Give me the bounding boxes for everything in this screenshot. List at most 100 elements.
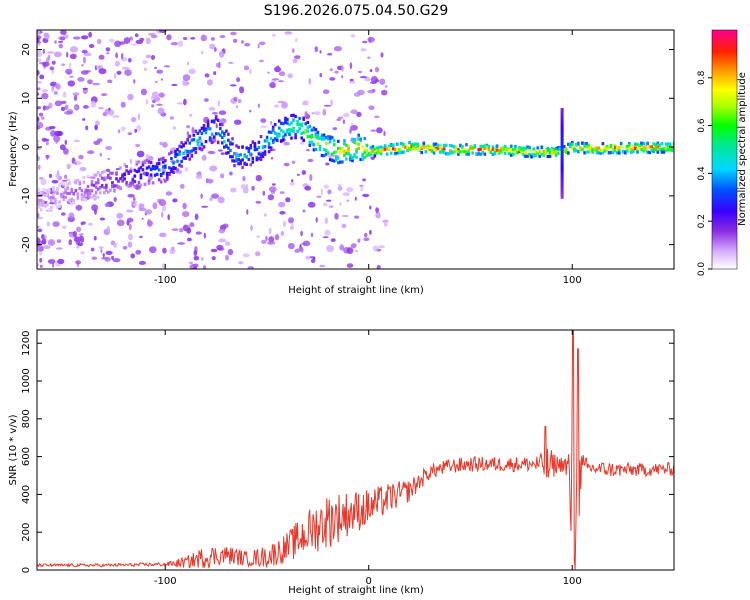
spectrogram-noise-blob — [148, 32, 156, 36]
spectrogram-ridge-cell — [70, 187, 73, 192]
spectrogram-ridge-cell — [357, 137, 360, 141]
spectrogram-noise-blob — [68, 239, 73, 246]
spectrogram-ridge-cell — [105, 183, 108, 187]
spectrogram-noise-blob — [255, 200, 262, 204]
spectrogram-noise-blob — [88, 31, 92, 38]
spectrogram-ridge-cell — [656, 150, 660, 154]
spectrogram-noise-blob — [229, 84, 237, 87]
spectrogram-noise-blob — [227, 248, 234, 256]
spectrogram-ridge-cell — [127, 184, 130, 188]
spectrogram-ridge-cell — [542, 149, 546, 154]
spectrogram-noise-blob — [242, 253, 250, 258]
spectrogram-ridge-cell — [591, 150, 594, 154]
spectrogram-ridge-cell — [194, 129, 198, 133]
spectrogram-ridge-cell — [98, 191, 102, 195]
spectrogram-noise-blob — [189, 261, 193, 264]
spectrogram-noise-blob — [380, 52, 384, 58]
spectrogram-ridge-cell — [664, 146, 668, 150]
spectrogram-ridge-cell — [347, 152, 350, 156]
spectrogram-ridge-cell — [257, 145, 261, 150]
spectrogram-ridge-cell — [153, 165, 157, 169]
spectrogram-ridge-cell — [355, 141, 358, 145]
spectrogram-ridge-cell — [510, 147, 513, 151]
spectrogram-ridge-cell — [595, 151, 599, 155]
spectrogram-ridge-cell — [168, 152, 171, 156]
spectrogram-ridge-cell — [369, 146, 373, 150]
spectrogram-ridge-cell — [282, 138, 285, 142]
spectrogram-noise-blob — [37, 30, 41, 36]
spectrogram-noise-blob — [364, 232, 368, 238]
spectrogram-noise-blob — [204, 73, 210, 78]
spectrogram-ridge-cell — [153, 167, 157, 171]
spectrogram-ridge-cell — [424, 145, 428, 149]
spectrogram-ridge-cell — [644, 148, 647, 152]
spectrogram-noise-blob — [78, 233, 84, 236]
spectrogram-noise-blob — [375, 79, 380, 83]
spectrogram-ridge-cell — [237, 158, 240, 162]
spectrogram-noise-blob — [370, 129, 376, 132]
spectrogram-ridge-cell — [284, 133, 287, 137]
spectrogram-noise-blob — [65, 178, 71, 181]
spectrogram-ridge-cell — [516, 148, 519, 152]
spectrogram-noise-blob — [346, 199, 350, 202]
spectrogram-ridge-cell — [100, 184, 104, 188]
spectrogram-streak-cell — [560, 183, 564, 187]
spectrogram-ridge-cell — [654, 145, 658, 149]
spectrogram-ridge-cell — [176, 153, 179, 157]
spectrogram-ridge-cell — [518, 146, 521, 150]
spectrogram-noise-blob — [374, 115, 380, 119]
spectrogram-noise-blob — [264, 213, 267, 217]
snr-y-tick-label: 0 — [21, 567, 32, 573]
spectrogram-ridge-cell — [269, 148, 273, 152]
spectrogram-ridge-cell — [400, 150, 403, 154]
spectrogram-noise-blob — [37, 143, 40, 146]
spectrogram-ridge-cell — [318, 148, 322, 152]
spectrogram-ridge-cell — [328, 158, 332, 162]
spectrogram-ridge-cell — [438, 145, 442, 149]
spectrogram-noise-blob — [101, 93, 108, 97]
spectrogram-noise-blob — [53, 91, 58, 95]
spectrogram-noise-blob — [314, 111, 321, 115]
spectrogram-ridge-cell — [133, 174, 137, 178]
spectrogram-ridge-cell — [414, 146, 417, 150]
spectrogram-ridge-cell — [210, 132, 214, 136]
spectrogram-streak-cell — [560, 156, 564, 160]
spectrogram-noise-blob — [40, 178, 47, 186]
spectrogram-ridge-cell — [60, 193, 63, 197]
spectrogram-noise-blob — [152, 202, 158, 210]
spectrogram-ridge-cell — [174, 166, 177, 170]
spectrogram-noise-blob — [304, 185, 311, 191]
spectrogram-ridge-cell — [239, 159, 242, 163]
spectrogram-ridge-cell — [176, 159, 179, 163]
spectrogram-streak-cell — [560, 130, 564, 133]
spectrogram-noise-blob — [218, 110, 227, 115]
spectrogram-ridge-cell — [558, 146, 562, 151]
spectrogram-ridge-cell — [294, 136, 297, 140]
spectrogram-ridge-cell — [64, 188, 67, 192]
spectrogram-noise-blob — [302, 209, 306, 213]
spectrogram-ridge-cell — [223, 140, 226, 144]
spectrogram-noise-blob — [316, 195, 322, 198]
spectrogram-noise-blob — [337, 116, 344, 119]
spectrogram-noise-blob — [350, 122, 354, 126]
spectrogram-noise-blob — [332, 154, 340, 157]
spectrogram-streak-cell — [560, 115, 564, 119]
spectrogram-noise-blob — [61, 225, 67, 230]
spectrogram-ridge-cell — [37, 187, 41, 191]
spectrogram-ridge-cell — [436, 143, 440, 147]
snr-x-axis-label: Height of straight line (km) — [288, 585, 424, 596]
spectrogram-noise-blob — [98, 54, 105, 60]
spectrogram-ridge-cell — [430, 149, 434, 153]
spectrogram-ridge-cell — [540, 146, 544, 150]
spectrogram-ridge-cell — [595, 147, 599, 152]
spectrogram-ridge-cell — [133, 184, 137, 189]
spectrogram-ridge-cell — [231, 155, 234, 159]
spectrogram-noise-blob — [69, 46, 78, 53]
spectrogram-ridge-cell — [245, 155, 248, 159]
spectrogram-ridge-cell — [412, 146, 415, 151]
spectrogram-ridge-cell — [477, 147, 480, 152]
spectrogram-noise-blob — [117, 129, 121, 134]
spectrogram-ridge-cell — [219, 133, 222, 137]
